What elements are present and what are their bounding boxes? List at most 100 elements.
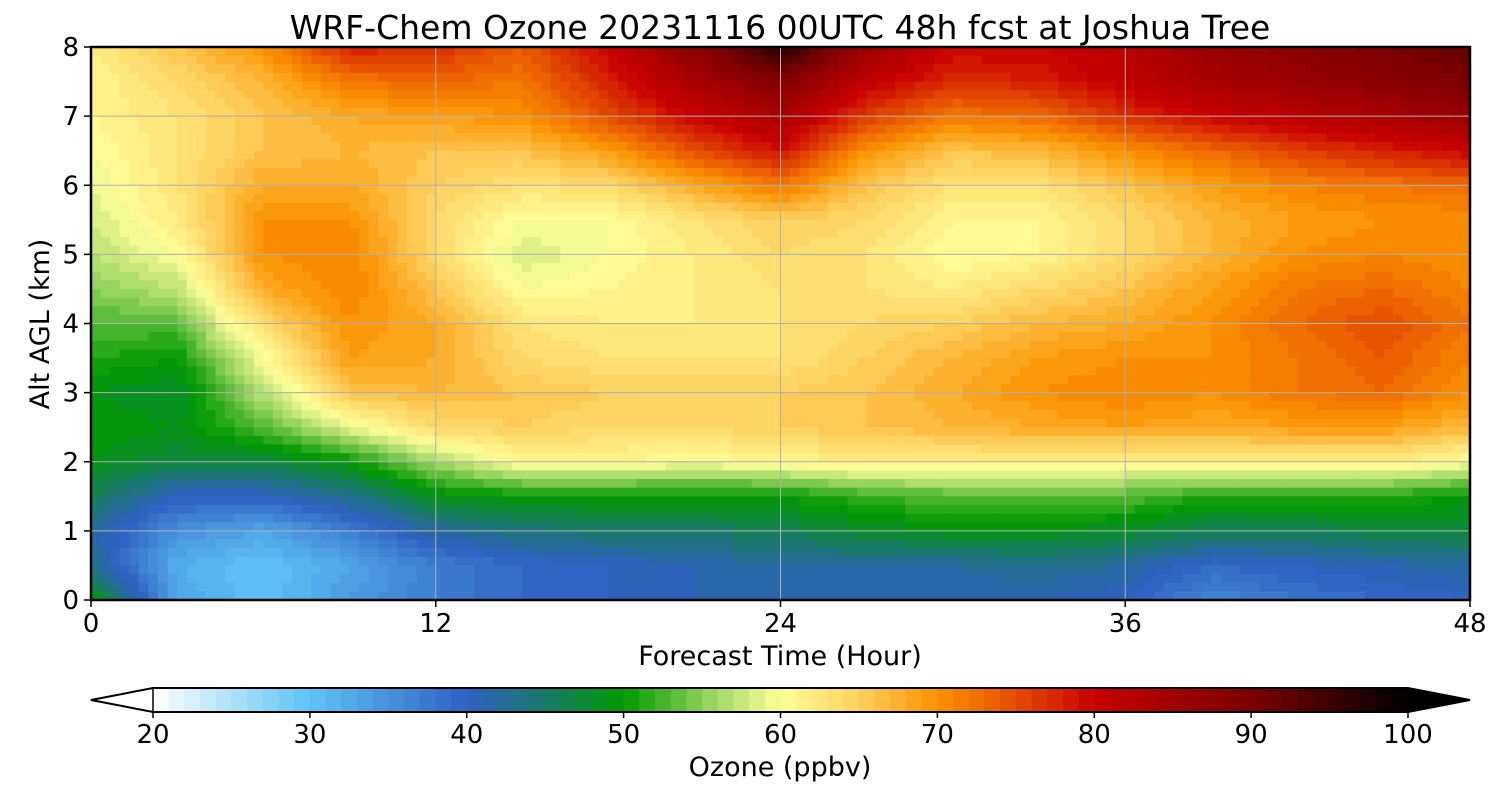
heatmap-cell (493, 237, 504, 247)
heatmap-cell (1402, 116, 1414, 126)
heatmap-cell (732, 219, 743, 230)
heatmap-cell (512, 124, 523, 135)
heatmap-cell (1029, 219, 1040, 230)
heatmap-cell (732, 263, 743, 273)
heatmap-cell (110, 167, 121, 178)
heatmap-cell (1115, 72, 1126, 83)
heatmap-cell (857, 202, 868, 212)
heatmap-cell (138, 237, 150, 247)
heatmap-cell (531, 72, 542, 83)
heatmap-cell (1307, 280, 1318, 290)
heatmap-cell (138, 228, 150, 238)
heatmap-cell (847, 288, 858, 299)
heatmap-cell (1134, 81, 1146, 91)
heatmap-cell (627, 107, 638, 117)
heatmap-cell (1441, 288, 1452, 299)
heatmap-cell (1106, 124, 1117, 135)
heatmap-cell (1393, 271, 1404, 281)
heatmap-cell (177, 64, 188, 74)
heatmap-cell (1010, 211, 1021, 221)
heatmap-cell (138, 47, 150, 57)
heatmap-cell (225, 314, 236, 325)
heatmap-cell (493, 323, 504, 333)
heatmap-cell (541, 219, 552, 230)
heatmap-cell (1431, 159, 1442, 169)
heatmap-cell (723, 254, 734, 264)
heatmap-cell (387, 159, 399, 169)
heatmap-cell (416, 98, 427, 109)
heatmap-cell (1000, 323, 1011, 333)
heatmap-cell (876, 280, 887, 290)
heatmap-cell (1230, 323, 1241, 333)
heatmap-cell (1316, 254, 1327, 264)
heatmap-cell (790, 332, 801, 342)
heatmap-cell (234, 185, 245, 195)
heatmap-cell (885, 245, 897, 255)
heatmap-cell (186, 219, 197, 230)
heatmap-cell (1163, 254, 1174, 264)
heatmap-cell (579, 271, 590, 281)
heatmap-cell (694, 167, 705, 178)
heatmap-cell (723, 202, 734, 212)
heatmap-cell (1345, 116, 1356, 126)
heatmap-cell (311, 133, 322, 143)
heatmap-cell (311, 306, 322, 316)
heatmap-cell (809, 159, 820, 169)
heatmap-cell (598, 323, 609, 333)
heatmap-cell (474, 81, 485, 91)
heatmap-cell (1288, 314, 1299, 325)
heatmap-cell (991, 81, 1002, 91)
heatmap-cell (1096, 237, 1107, 247)
heatmap-cell (665, 81, 676, 91)
heatmap-cell (263, 297, 274, 307)
heatmap-cell (550, 142, 561, 152)
heatmap-cell (751, 271, 762, 281)
heatmap-cell (253, 47, 264, 57)
heatmap-cell (952, 72, 964, 83)
heatmap-cell (378, 64, 389, 74)
heatmap-cell (636, 211, 648, 221)
heatmap-cell (1096, 116, 1107, 126)
heatmap-cell (895, 245, 906, 255)
heatmap-cell (646, 314, 657, 325)
heatmap-cell (857, 55, 868, 65)
heatmap-cell (694, 263, 705, 273)
heatmap-cell (904, 245, 916, 255)
heatmap-cell (1345, 142, 1356, 152)
heatmap-cell (1077, 55, 1088, 65)
heatmap-cell (244, 314, 255, 325)
heatmap-cell (1288, 116, 1299, 126)
heatmap-cell (368, 90, 379, 100)
heatmap-cell (732, 245, 743, 255)
heatmap-cell (272, 228, 284, 238)
heatmap-cell (263, 254, 274, 264)
heatmap-cell (828, 306, 839, 316)
heatmap-cell (445, 133, 456, 143)
heatmap-cell (1221, 133, 1232, 143)
heatmap-cell (244, 271, 255, 281)
heatmap-cell (397, 323, 408, 333)
heatmap-cell (1345, 107, 1356, 117)
heatmap-cell (617, 263, 628, 273)
heatmap-cell (445, 64, 456, 74)
heatmap-cell (234, 340, 245, 351)
heatmap-cell (1029, 271, 1040, 281)
heatmap-cell (330, 81, 341, 91)
heatmap-cell (474, 314, 485, 325)
heatmap-cell (320, 98, 332, 109)
heatmap-cell (1249, 280, 1260, 290)
heatmap-cell (148, 237, 159, 247)
heatmap-cell (263, 47, 274, 57)
heatmap-cell (225, 193, 236, 204)
heatmap-cell (1125, 237, 1136, 247)
heatmap-cell (818, 81, 829, 91)
heatmap-cell (751, 64, 762, 74)
heatmap-cell (579, 98, 590, 109)
heatmap-cell (799, 340, 810, 351)
heatmap-cell (924, 263, 935, 273)
heatmap-cell (770, 98, 782, 109)
heatmap-cell (675, 254, 686, 264)
heatmap-cell (1019, 288, 1031, 299)
heatmap-cell (837, 159, 849, 169)
heatmap-cell (1163, 297, 1174, 307)
